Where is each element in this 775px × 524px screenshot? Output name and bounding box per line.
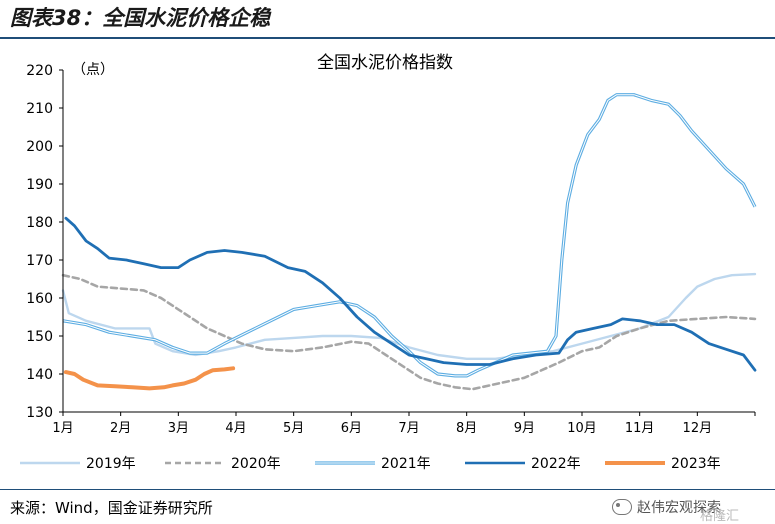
x-tick-label: 8月 xyxy=(456,421,477,436)
y-tick-label: 200 xyxy=(26,139,53,155)
top-divider xyxy=(0,37,775,39)
chart-title: 全国水泥价格指数 xyxy=(317,53,453,73)
series-path xyxy=(61,272,757,360)
series-line-2019年 xyxy=(61,272,757,360)
legend-item-2020年: 2020年 xyxy=(165,456,281,472)
axes: 130 140 150 160 170 180 190 200 210 220 1月 2月 3月 4月 5月… xyxy=(26,63,756,436)
series-path-inner xyxy=(62,94,756,377)
y-tick-label: 180 xyxy=(26,215,53,231)
y-tick-label: 160 xyxy=(26,291,53,307)
x-tick-label: 4月 xyxy=(225,421,246,436)
legend: 2019年 2020年 2021年 2022年 2023年 xyxy=(20,456,721,472)
y-axis-unit-label: （点） xyxy=(72,62,114,78)
legend-label: 2022年 xyxy=(531,456,581,472)
figure-title: 图表38：全国水泥价格企稳 xyxy=(10,6,271,30)
x-tick-label: 7月 xyxy=(398,421,419,436)
series-path xyxy=(63,366,236,391)
legend-item-2021年: 2021年 xyxy=(315,456,431,472)
corner-watermark: 格隆汇 xyxy=(700,509,740,524)
legend-item-2023年: 2023年 xyxy=(605,456,721,472)
y-tick-label: 190 xyxy=(26,177,53,193)
y-tick-label: 170 xyxy=(26,253,53,269)
y-tick-label: 150 xyxy=(26,329,53,345)
series-line-2020年 xyxy=(61,273,757,391)
series-line-2023年 xyxy=(63,366,236,391)
series-path-outer xyxy=(62,93,757,378)
plot-lines xyxy=(61,93,757,391)
series-path xyxy=(64,216,757,372)
x-tick-label: 10月 xyxy=(567,421,597,436)
y-tick-label: 210 xyxy=(26,101,53,117)
x-tick-label: 6月 xyxy=(341,421,362,436)
y-tick-label: 130 xyxy=(26,405,53,421)
series-line-2021年 xyxy=(62,93,757,378)
wechat-icon xyxy=(612,499,632,515)
x-tick-label: 12月 xyxy=(683,421,713,436)
watermark-text: 赵伟宏观探索 xyxy=(637,500,721,516)
x-tick-label: 11月 xyxy=(625,421,655,436)
source-note: 来源：Wind，国金证券研究所 xyxy=(10,499,213,517)
x-tick-label: 9月 xyxy=(514,421,535,436)
legend-item-2022年: 2022年 xyxy=(465,456,581,472)
series-path xyxy=(61,273,757,391)
legend-label: 2023年 xyxy=(671,456,721,472)
bottom-divider xyxy=(0,489,775,490)
watermark: 赵伟宏观探索 xyxy=(612,497,721,517)
x-tick-label: 1月 xyxy=(52,421,73,436)
cement-price-chart: 全国水泥价格指数 （点） 130 140 150 160 170 180 190 200 210… xyxy=(20,53,757,472)
y-tick-label: 220 xyxy=(26,63,53,79)
legend-label: 2021年 xyxy=(381,456,431,472)
x-tick-label: 2月 xyxy=(110,421,131,436)
legend-item-2019年: 2019年 xyxy=(20,456,136,472)
x-tick-label: 5月 xyxy=(283,421,304,436)
x-tick-label: 3月 xyxy=(168,421,189,436)
series-line-2022年 xyxy=(64,216,757,372)
y-tick-label: 140 xyxy=(26,367,53,383)
legend-label: 2019年 xyxy=(86,456,136,472)
legend-label: 2020年 xyxy=(231,456,281,472)
